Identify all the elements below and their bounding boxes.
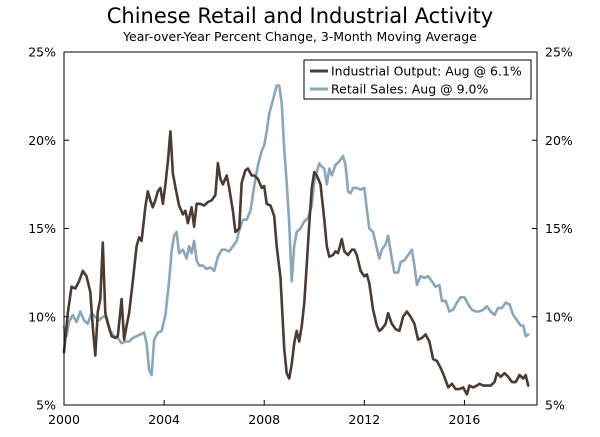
legend-box	[303, 59, 532, 100]
series-line-retail-sales	[62, 84, 530, 377]
plot-frame	[63, 51, 538, 406]
y-tick-label-right: 20%	[545, 133, 573, 148]
legend-label-industrial-output: Industrial Output: Aug @ 6.1%	[331, 64, 522, 79]
y-tick-label-left: 15%	[28, 221, 56, 236]
legend-label-retail-sales: Retail Sales: Aug @ 9.0%	[331, 82, 488, 97]
x-tick-label: 2016	[449, 412, 481, 427]
series-line-industrial-output	[62, 130, 530, 396]
y-tick-label-left: 10%	[28, 309, 56, 324]
x-tick-label: 2008	[248, 412, 280, 427]
x-tick-label: 2004	[148, 412, 180, 427]
y-tick-label-right: 10%	[545, 309, 573, 324]
y-tick-label-right: 15%	[545, 221, 573, 236]
y-tick-label-left: 20%	[28, 133, 56, 148]
y-tick-label-right: 5%	[545, 398, 565, 413]
chart-title: Chinese Retail and Industrial Activity	[106, 4, 494, 28]
x-tick-label: 2000	[48, 412, 80, 427]
y-tick-label-left: 5%	[36, 398, 56, 413]
x-tick-label: 2012	[348, 412, 380, 427]
axis-layer: 25%20%15%10%5%25%20%15%10%5%2000 2004 2008…	[28, 45, 573, 428]
y-tick-label-right: 25%	[545, 45, 573, 60]
y-tick-label-left: 25%	[28, 45, 56, 60]
chart-subtitle: Year-over-Year Percent Change, 3-Month M…	[123, 29, 477, 44]
series-layer	[62, 84, 530, 396]
legend: Industrial Output: Aug @ 6.1% Retail Sal…	[303, 59, 532, 100]
